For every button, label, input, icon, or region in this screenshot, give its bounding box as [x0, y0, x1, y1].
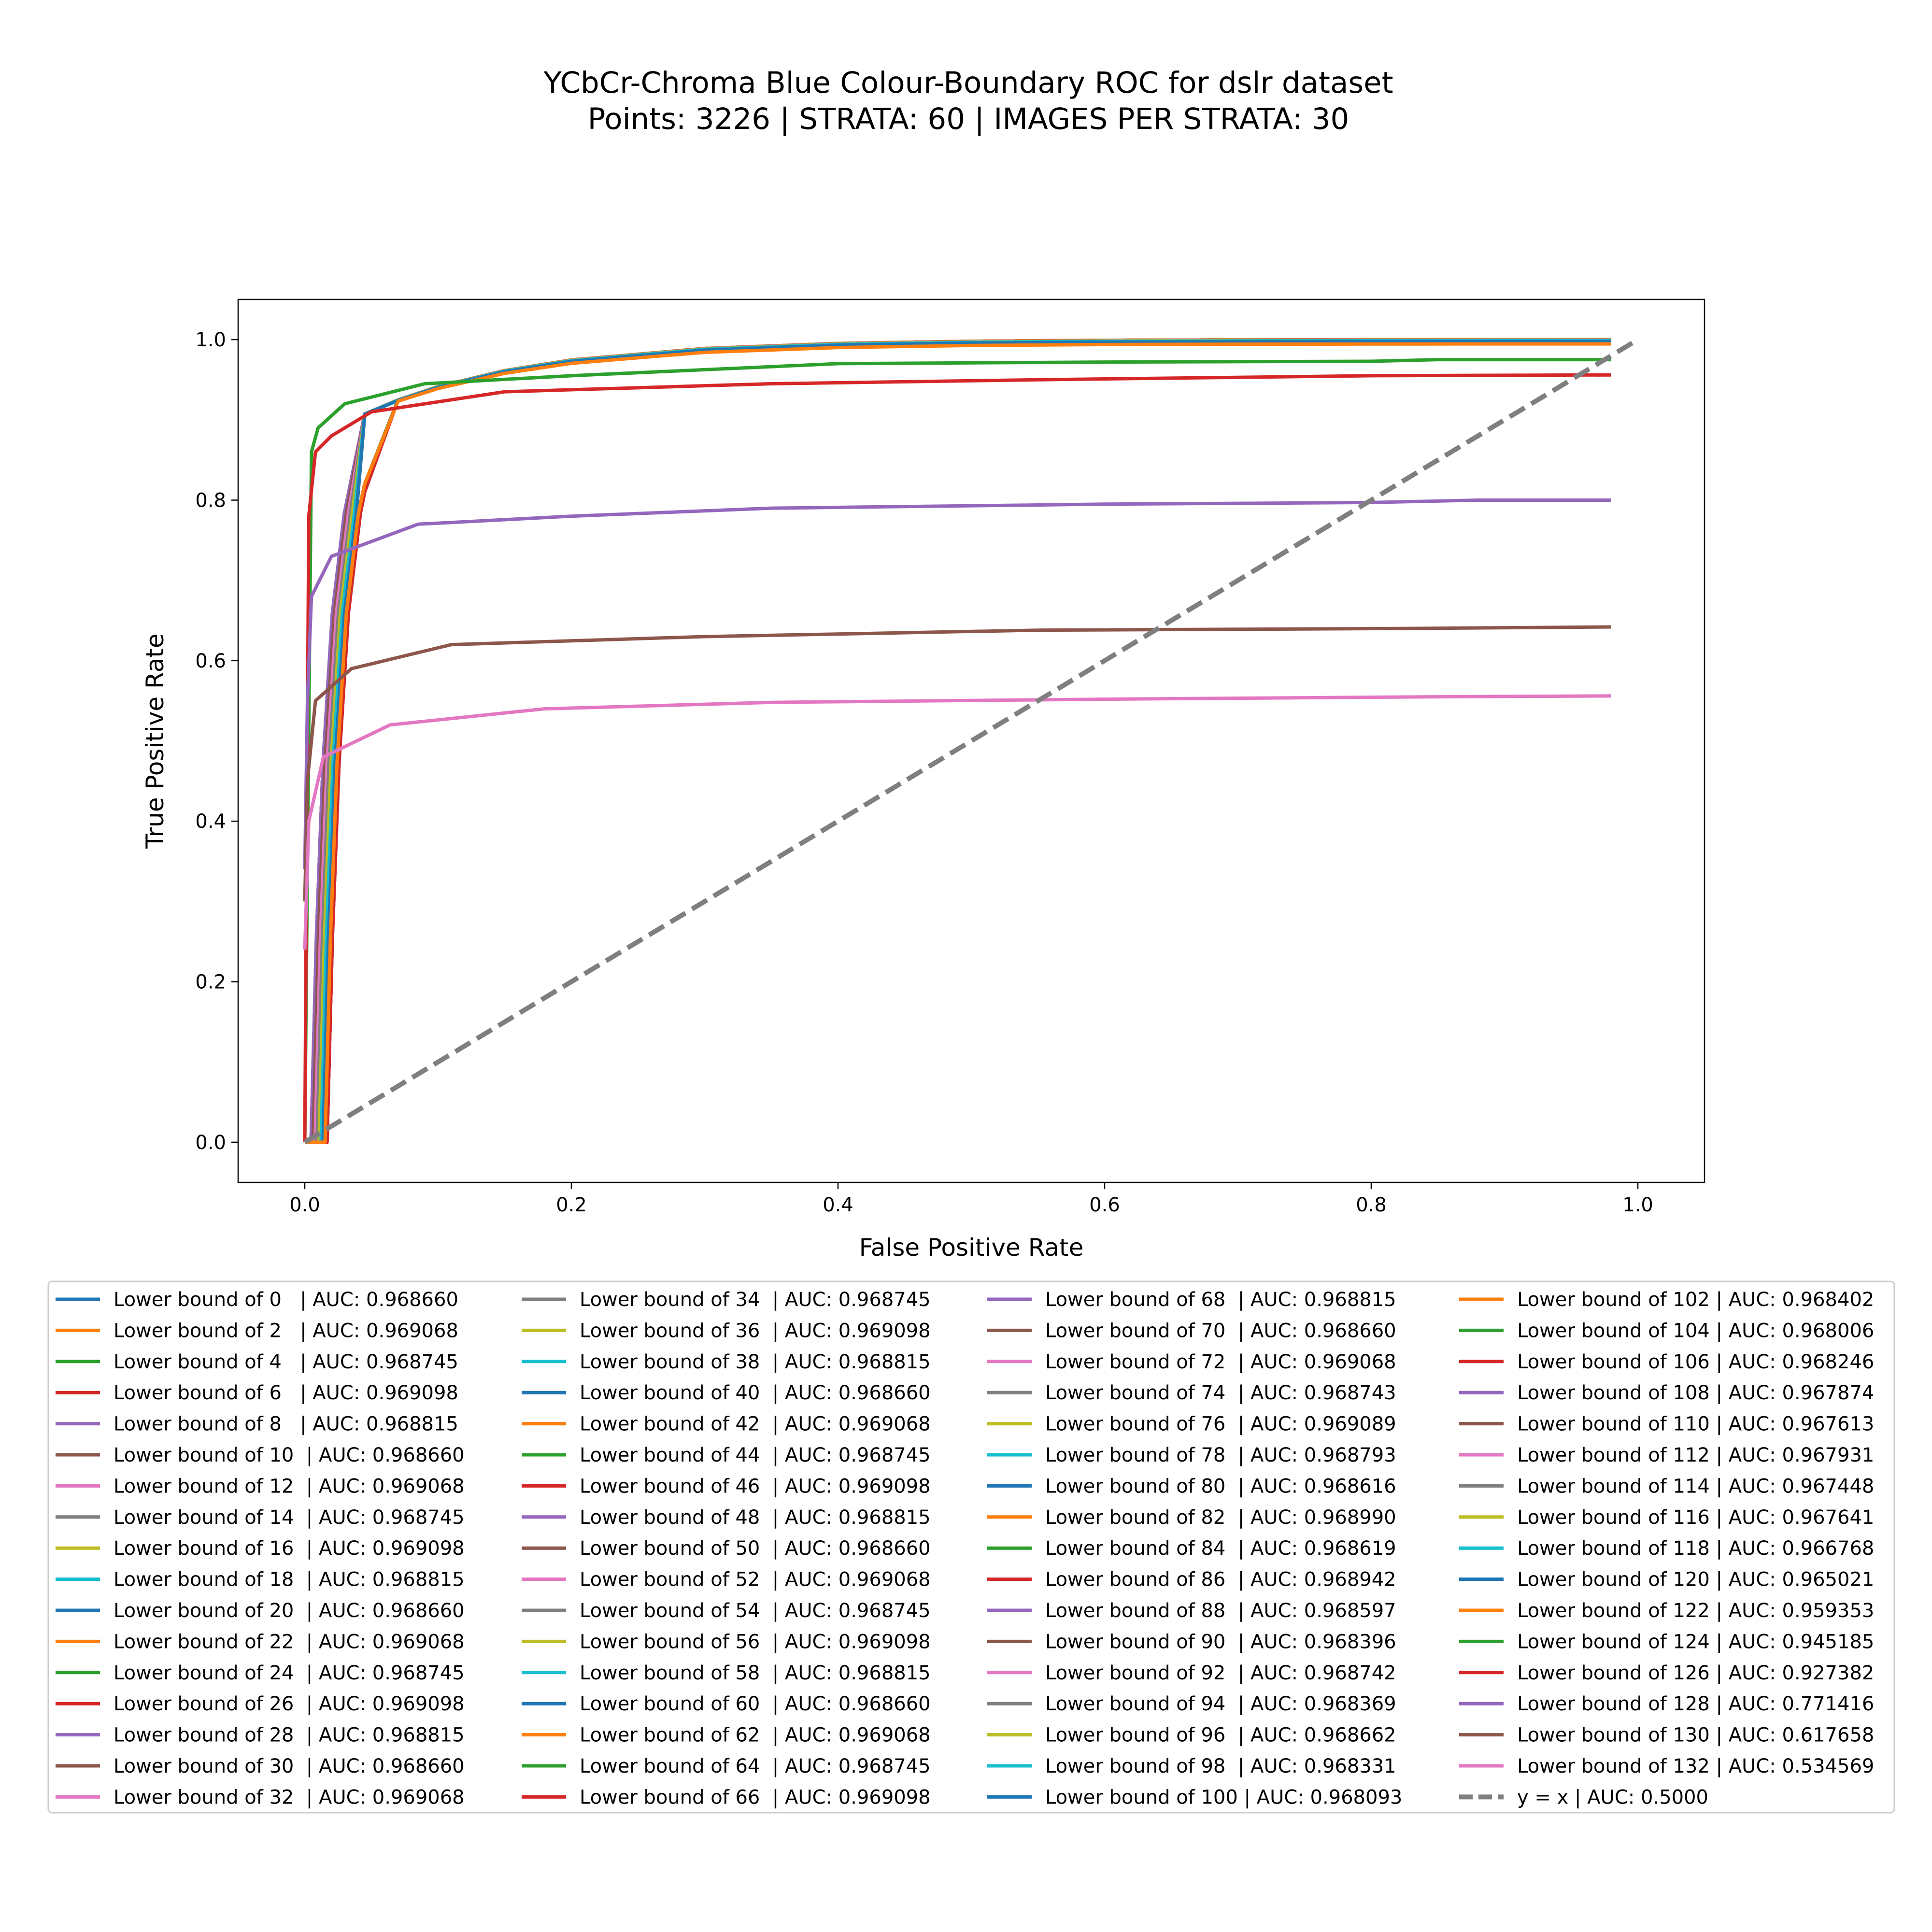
legend-label: Lower bound of 48 | AUC: 0.968815 — [580, 1506, 931, 1529]
y-tick-label: 0.8 — [195, 489, 226, 511]
legend-label: Lower bound of 64 | AUC: 0.968745 — [580, 1755, 931, 1777]
series-line — [303, 625, 1611, 902]
legend-label: Lower bound of 14 | AUC: 0.968745 — [114, 1506, 465, 1529]
legend-label: Lower bound of 82 | AUC: 0.968990 — [1045, 1506, 1396, 1529]
legend-label: Lower bound of 110 | AUC: 0.967613 — [1517, 1413, 1874, 1435]
legend-label: Lower bound of 84 | AUC: 0.968619 — [1045, 1537, 1396, 1560]
legend-label: Lower bound of 62 | AUC: 0.969068 — [580, 1724, 931, 1747]
legend-label: Lower bound of 106 | AUC: 0.968246 — [1517, 1351, 1874, 1373]
y-tick-label: 0.2 — [195, 971, 226, 994]
legend-label: Lower bound of 22 | AUC: 0.969068 — [114, 1631, 465, 1653]
legend-label: Lower bound of 112 | AUC: 0.967931 — [1517, 1444, 1874, 1466]
legend-label: Lower bound of 132 | AUC: 0.534569 — [1517, 1755, 1874, 1777]
legend-label: Lower bound of 52 | AUC: 0.969068 — [580, 1569, 931, 1591]
legend-label: Lower bound of 56 | AUC: 0.969098 — [580, 1631, 931, 1653]
legend-items: Lower bound of 0 | AUC: 0.968660 Lower bo… — [56, 1289, 1874, 1808]
legend-label: Lower bound of 18 | AUC: 0.968815 — [114, 1569, 465, 1591]
legend-label: Lower bound of 0 | AUC: 0.968660 — [114, 1289, 458, 1311]
legend-label: Lower bound of 126 | AUC: 0.927382 — [1517, 1662, 1874, 1684]
legend-label: Lower bound of 120 | AUC: 0.965021 — [1517, 1569, 1874, 1591]
legend-label: Lower bound of 70 | AUC: 0.968660 — [1045, 1320, 1396, 1342]
x-tick-label: 1.0 — [1622, 1194, 1653, 1216]
y-tick-label: 0.0 — [195, 1132, 226, 1154]
y-axis-label: True Positive Rate — [141, 633, 169, 849]
legend-label: Lower bound of 122 | AUC: 0.959353 — [1517, 1600, 1874, 1622]
series-line — [303, 358, 1611, 1142]
chart-subtitle: Points: 3226 | STRATA: 60 | IMAGES PER S… — [588, 102, 1350, 136]
legend-label: Lower bound of 38 | AUC: 0.968815 — [580, 1351, 931, 1373]
legend-label: Lower bound of 60 | AUC: 0.968660 — [580, 1693, 931, 1715]
legend-label: Lower bound of 118 | AUC: 0.966768 — [1517, 1537, 1874, 1560]
series-line — [303, 694, 1611, 950]
series-line — [303, 337, 1639, 1145]
legend-label: y = x | AUC: 0.5000 — [1517, 1786, 1708, 1808]
legend-label: Lower bound of 86 | AUC: 0.968942 — [1045, 1569, 1396, 1591]
legend-label: Lower bound of 28 | AUC: 0.968815 — [114, 1724, 465, 1747]
series-line — [303, 373, 1611, 1142]
legend-label: Lower bound of 92 | AUC: 0.968742 — [1045, 1662, 1396, 1684]
legend-label: Lower bound of 46 | AUC: 0.969098 — [580, 1475, 931, 1497]
legend-label: Lower bound of 30 | AUC: 0.968660 — [114, 1755, 465, 1777]
legend-label: Lower bound of 32 | AUC: 0.969068 — [114, 1786, 465, 1808]
y-tick-label: 0.4 — [195, 810, 226, 833]
legend-label: Lower bound of 12 | AUC: 0.969068 — [114, 1475, 465, 1497]
legend-label: Lower bound of 50 | AUC: 0.968660 — [580, 1537, 931, 1560]
legend-label: Lower bound of 102 | AUC: 0.968402 — [1517, 1289, 1874, 1311]
legend-frame — [47, 1280, 1895, 1814]
x-tick-label: 0.4 — [823, 1194, 853, 1216]
chart-title: YCbCr-Chroma Blue Colour-Boundary ROC fo… — [543, 66, 1393, 100]
legend-label: Lower bound of 116 | AUC: 0.967641 — [1517, 1506, 1874, 1529]
legend-label: Lower bound of 34 | AUC: 0.968745 — [580, 1289, 931, 1311]
x-tick-label: 0.8 — [1356, 1194, 1387, 1216]
legend-label: Lower bound of 68 | AUC: 0.968815 — [1045, 1289, 1396, 1311]
legend-label: Lower bound of 78 | AUC: 0.968793 — [1045, 1444, 1396, 1466]
legend-label: Lower bound of 114 | AUC: 0.967448 — [1517, 1475, 1874, 1497]
legend-label: Lower bound of 66 | AUC: 0.969098 — [580, 1786, 931, 1808]
legend-label: Lower bound of 26 | AUC: 0.969098 — [114, 1693, 465, 1715]
legend-label: Lower bound of 20 | AUC: 0.968660 — [114, 1600, 465, 1622]
legend-label: Lower bound of 10 | AUC: 0.968660 — [114, 1444, 465, 1466]
legend-label: Lower bound of 58 | AUC: 0.968815 — [580, 1662, 931, 1684]
x-tick-label: 0.6 — [1089, 1194, 1120, 1216]
legend-label: Lower bound of 128 | AUC: 0.771416 — [1517, 1693, 1874, 1715]
legend: Lower bound of 0 | AUC: 0.968660 Lower bo… — [47, 1280, 1895, 1814]
tick-layer: 0.0 0.2 0.4 0.6 0.8 1.0 0.0 0.2 0.4 0.6 0.8 1.0 — [195, 329, 1653, 1216]
y-tick-label: 0.6 — [195, 650, 226, 672]
x-tick-label: 0.2 — [556, 1194, 587, 1216]
legend-label: Lower bound of 74 | AUC: 0.968743 — [1045, 1382, 1396, 1404]
legend-label: Lower bound of 36 | AUC: 0.969098 — [580, 1320, 931, 1342]
legend-label: Lower bound of 90 | AUC: 0.968396 — [1045, 1631, 1396, 1653]
legend-label: Lower bound of 94 | AUC: 0.968369 — [1045, 1693, 1396, 1715]
legend-label: Lower bound of 16 | AUC: 0.969098 — [114, 1537, 465, 1560]
legend-label: Lower bound of 40 | AUC: 0.968660 — [580, 1382, 931, 1404]
legend-label: Lower bound of 54 | AUC: 0.968745 — [580, 1600, 931, 1622]
legend-label: Lower bound of 130 | AUC: 0.617658 — [1517, 1724, 1874, 1747]
legend-label: Lower bound of 42 | AUC: 0.969068 — [580, 1413, 931, 1435]
legend-label: Lower bound of 24 | AUC: 0.968745 — [114, 1662, 465, 1684]
legend-label: Lower bound of 88 | AUC: 0.968597 — [1045, 1600, 1396, 1622]
legend-label: Lower bound of 76 | AUC: 0.969089 — [1045, 1413, 1396, 1435]
series-line — [303, 498, 1611, 869]
legend-label: Lower bound of 96 | AUC: 0.968662 — [1045, 1724, 1396, 1747]
plot-area: 0.0 0.2 0.4 0.6 0.8 1.0 0.0 0.2 0.4 0.6 0.8 1.0 — [195, 298, 1705, 1216]
legend-label: Lower bound of 44 | AUC: 0.968745 — [580, 1444, 931, 1466]
legend-label: Lower bound of 72 | AUC: 0.969068 — [1045, 1351, 1396, 1373]
legend-label: Lower bound of 98 | AUC: 0.968331 — [1045, 1755, 1396, 1777]
legend-label: Lower bound of 8 | AUC: 0.968815 — [114, 1413, 458, 1435]
legend-label: Lower bound of 80 | AUC: 0.968616 — [1045, 1475, 1396, 1497]
x-tick-label: 0.0 — [289, 1194, 320, 1216]
legend-label: Lower bound of 108 | AUC: 0.967874 — [1517, 1382, 1874, 1404]
legend-label: Lower bound of 104 | AUC: 0.968006 — [1517, 1320, 1874, 1342]
legend-label: Lower bound of 4 | AUC: 0.968745 — [114, 1351, 458, 1373]
legend-label: Lower bound of 6 | AUC: 0.969098 — [114, 1382, 458, 1404]
legend-label: Lower bound of 124 | AUC: 0.945185 — [1517, 1631, 1874, 1653]
y-tick-label: 1.0 — [195, 329, 226, 351]
series-layer — [303, 337, 1639, 1145]
legend-label: Lower bound of 2 | AUC: 0.969068 — [114, 1320, 458, 1342]
legend-label: Lower bound of 100 | AUC: 0.968093 — [1045, 1786, 1402, 1808]
x-axis-label: False Positive Rate — [859, 1234, 1084, 1262]
